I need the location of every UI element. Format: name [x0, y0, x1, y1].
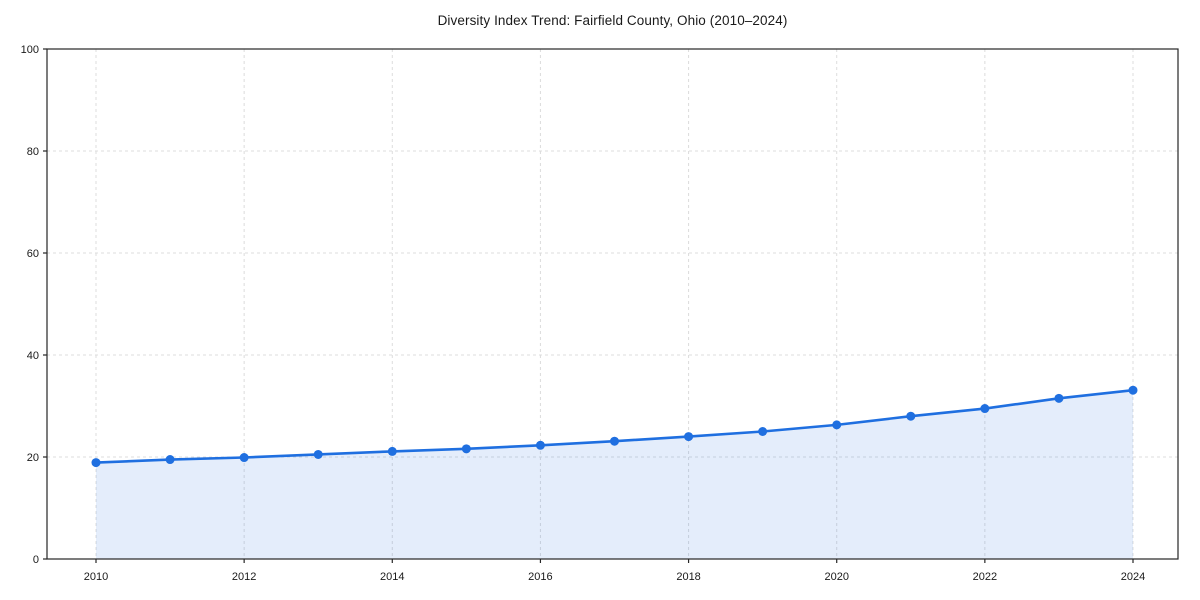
x-tick-label: 2010 — [84, 571, 108, 583]
data-point-marker — [91, 458, 101, 468]
x-tick-label: 2014 — [380, 571, 404, 583]
data-point-marker — [1128, 385, 1138, 395]
data-point-marker — [1054, 393, 1064, 403]
data-point-marker — [535, 440, 545, 450]
data-point-marker — [758, 427, 768, 436]
data-point-marker — [832, 420, 842, 430]
data-point-marker — [165, 455, 175, 465]
y-tick-label: 40 — [27, 350, 39, 362]
data-point-marker — [684, 432, 694, 442]
y-tick-label: 80 — [27, 146, 39, 158]
data-point-marker — [313, 449, 323, 459]
data-point-marker — [239, 453, 249, 463]
data-point-marker — [387, 446, 397, 456]
y-tick-label: 100 — [21, 44, 39, 56]
y-tick-label: 60 — [27, 248, 39, 260]
data-point-marker — [461, 444, 471, 454]
x-tick-label: 2020 — [824, 571, 848, 583]
plot-border — [46, 48, 1179, 560]
chart-title: Diversity Index Trend: Fairfield County,… — [437, 13, 788, 28]
y-tick-label: 0 — [33, 554, 39, 566]
area-fill — [96, 390, 1133, 559]
x-tick-label: 2024 — [1121, 571, 1145, 583]
data-point-marker — [980, 404, 990, 414]
x-tick-label: 2012 — [232, 571, 256, 583]
data-point-marker — [610, 436, 619, 446]
x-tick-label: 2016 — [528, 571, 552, 583]
y-tick-label: 20 — [27, 452, 39, 464]
x-tick-label: 2018 — [676, 571, 700, 583]
data-point-marker — [906, 411, 916, 421]
x-tick-label: 2022 — [973, 571, 997, 583]
